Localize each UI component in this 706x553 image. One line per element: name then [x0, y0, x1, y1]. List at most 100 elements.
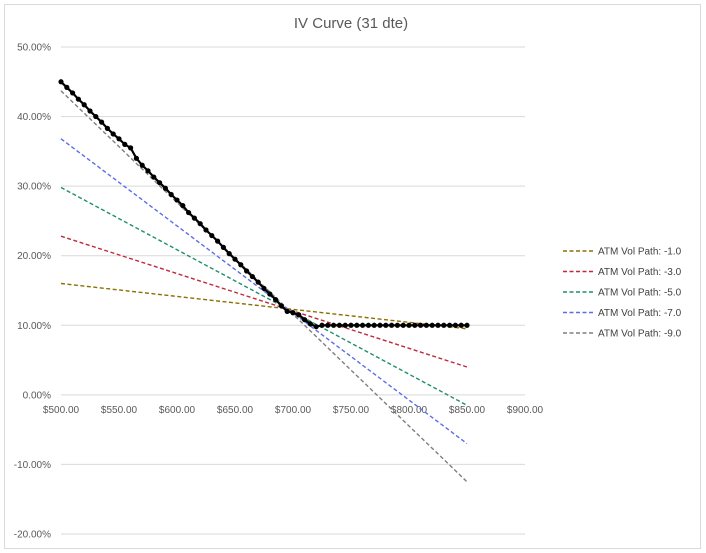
atm-vol-path-line — [60, 282, 468, 330]
iv-curve-point — [273, 296, 279, 303]
iv-curve-point — [389, 322, 395, 328]
y-tick-label: 30.00% — [17, 182, 51, 193]
iv-curve-point — [99, 119, 105, 125]
iv-curve-point — [226, 251, 232, 257]
y-tick-label: 0.00% — [23, 390, 51, 401]
iv-curve-point — [220, 244, 226, 250]
iv-curve-point — [128, 145, 134, 151]
iv-curve-point — [278, 303, 284, 309]
iv-curve-point — [249, 273, 255, 280]
y-tick-label: 40.00% — [17, 112, 51, 123]
y-tick-label: -10.00% — [14, 460, 51, 471]
legend: ATM Vol Path: -1.0 ATM Vol Path: -3.0 ATM … — [563, 247, 682, 340]
iv-curve-point — [261, 285, 267, 292]
iv-curve-point — [354, 322, 360, 328]
iv-curve-point — [331, 322, 337, 328]
iv-curve-point — [180, 203, 186, 209]
iv-curve-point — [348, 322, 354, 328]
gridlines — [61, 46, 525, 535]
series-lines — [58, 79, 470, 483]
iv-curve-point — [458, 322, 464, 328]
y-tick-label: 10.00% — [17, 321, 51, 332]
iv-curve-point — [58, 79, 64, 85]
x-axis-ticks: $500.00 $550.00 $600.00 $650.00 $700.00 $750.… — [43, 405, 544, 416]
iv-curve-point — [452, 322, 458, 328]
y-tick-label: 50.00% — [17, 43, 51, 54]
iv-curve-point — [435, 322, 441, 328]
iv-curve-point — [371, 322, 377, 328]
x-tick-label: $650.00 — [217, 405, 254, 416]
iv-curve-point — [441, 322, 447, 328]
iv-curve-point — [168, 191, 174, 198]
iv-curve-point — [394, 322, 400, 328]
iv-curve-point — [87, 108, 93, 114]
x-tick-label: $850.00 — [449, 405, 486, 416]
iv-curve-point — [197, 221, 203, 227]
iv-curve-point — [151, 174, 157, 180]
iv-curve-point — [412, 322, 418, 328]
iv-curve-point — [162, 185, 168, 191]
iv-curve-point — [70, 90, 76, 96]
iv-curve-point — [238, 262, 244, 268]
atm-vol-path-line — [60, 138, 468, 445]
iv-curve-point — [313, 324, 319, 330]
iv-curve-point — [104, 125, 110, 131]
x-tick-label: $750.00 — [333, 405, 370, 416]
iv-curve-point — [423, 322, 429, 328]
x-tick-label: $600.00 — [159, 405, 196, 416]
legend-label: ATM Vol Path: -7.0 — [598, 308, 682, 319]
iv-curve-point — [244, 268, 250, 274]
iv-curve-point — [342, 322, 348, 328]
iv-curve-point — [122, 141, 128, 147]
x-tick-label: $500.00 — [43, 405, 80, 416]
iv-curve-point — [406, 322, 412, 328]
iv-curve-point — [429, 322, 435, 328]
atm-vol-path-line — [60, 186, 468, 406]
x-tick-label: $800.00 — [391, 405, 428, 416]
chart-title: IV Curve (31 dte) — [294, 15, 408, 32]
iv-curve-point — [383, 322, 389, 328]
iv-curve-point — [139, 162, 145, 168]
iv-curve-point — [296, 312, 302, 318]
x-tick-label: $550.00 — [101, 405, 138, 416]
x-tick-label: $700.00 — [275, 405, 312, 416]
iv-curve-point — [307, 321, 313, 327]
y-tick-label: -20.00% — [14, 530, 51, 541]
y-tick-label: 20.00% — [17, 251, 51, 262]
iv-curve-point — [203, 227, 209, 233]
iv-curve-point — [81, 102, 87, 108]
legend-label: ATM Vol Path: -5.0 — [598, 288, 682, 299]
y-axis-ticks: -20.00% -10.00% 0.00% 10.00% 20.00% 30.00% 40.… — [14, 43, 51, 541]
iv-curve-point — [336, 322, 342, 328]
iv-curve-point — [64, 84, 70, 90]
iv-curve-point — [75, 96, 81, 102]
iv-curve-point — [360, 322, 366, 328]
iv-curve-point — [209, 232, 215, 239]
legend-label: ATM Vol Path: -3.0 — [598, 267, 682, 278]
iv-curve-point — [400, 322, 406, 328]
iv-curve-point — [290, 310, 296, 316]
iv-curve-point — [110, 131, 116, 137]
iv-curve-point — [284, 308, 290, 314]
iv-curve-point — [365, 322, 371, 328]
iv-curve-point — [174, 197, 180, 203]
iv-curve-point — [116, 136, 122, 142]
iv-curve-point — [464, 322, 470, 328]
x-tick-label: $900.00 — [507, 405, 544, 416]
iv-curve-point — [191, 215, 197, 221]
legend-label: ATM Vol Path: -1.0 — [598, 247, 682, 258]
iv-curve-point — [319, 322, 325, 328]
iv-curve-point — [302, 317, 308, 323]
iv-curve-point — [325, 322, 331, 328]
iv-curve-point — [447, 322, 453, 328]
iv-curve-point — [157, 180, 163, 186]
iv-curve-point — [93, 113, 99, 120]
iv-curve-point — [133, 155, 139, 161]
iv-curve-point — [232, 256, 238, 262]
chart-frame — [4, 4, 701, 549]
legend-label: ATM Vol Path: -9.0 — [598, 329, 682, 340]
iv-curve-point — [267, 291, 273, 297]
iv-curve-point — [418, 322, 424, 328]
iv-curve-point — [377, 322, 383, 328]
